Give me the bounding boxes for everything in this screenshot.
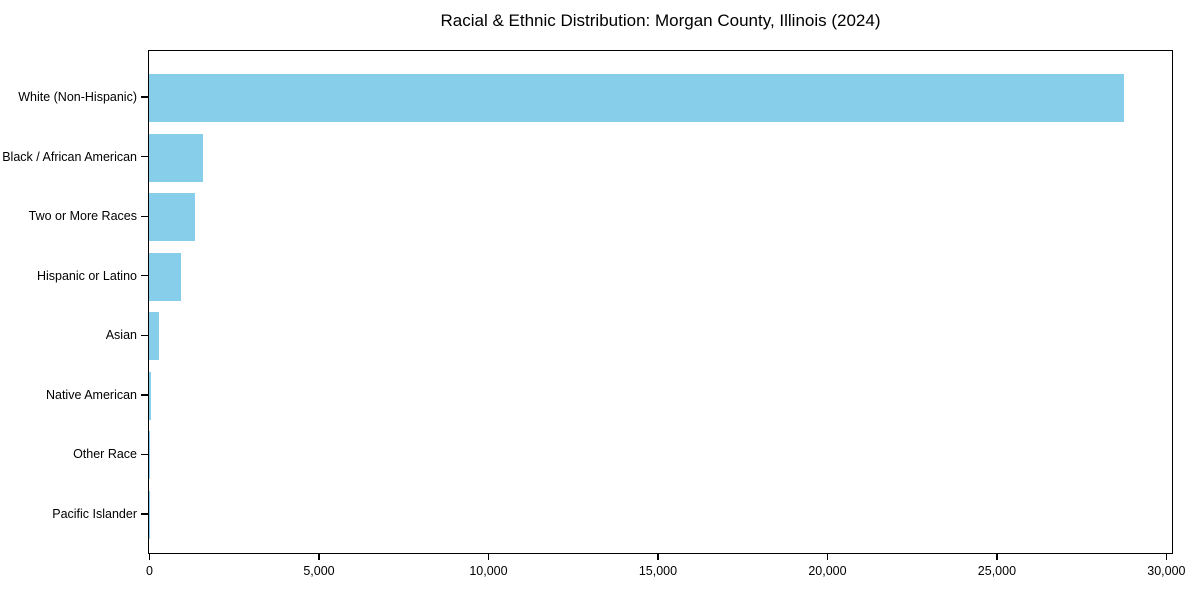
- y-tick-mark: [141, 96, 148, 98]
- y-tick-label-white-non-hispanic: White (Non-Hispanic): [18, 90, 137, 104]
- x-tick-label-0: 0: [146, 564, 153, 578]
- x-tick-mark: [996, 554, 998, 560]
- y-tick-mark: [141, 215, 148, 217]
- bar-asian: [149, 312, 159, 361]
- chart-title: Racial & Ethnic Distribution: Morgan Cou…: [440, 11, 881, 30]
- y-tick-mark: [141, 155, 148, 158]
- x-tick-label-25-000: 25,000: [977, 564, 1017, 578]
- x-tick-mark: [318, 554, 320, 560]
- bar-white-non-hispanic: [149, 74, 1124, 122]
- y-tick-label-hispanic-or-latino: Hispanic or Latino: [36, 268, 137, 283]
- bar-native-american: [149, 371, 152, 420]
- x-tick-label-10-000: 10,000: [469, 564, 508, 578]
- x-tick-label-15-000: 15,000: [638, 564, 678, 578]
- x-tick-label-20-000: 20,000: [808, 564, 847, 578]
- y-tick-mark: [141, 334, 148, 336]
- y-tick-label-pacific-islander: Pacific Islander: [52, 506, 137, 521]
- x-tick-label-30-000: 30,000: [1147, 564, 1186, 578]
- plot-area: [148, 50, 1173, 554]
- y-tick-label-other-race: Other Race: [73, 447, 137, 462]
- x-tick-mark: [826, 554, 829, 560]
- y-tick-label-black-african-american: Black / African American: [2, 149, 137, 164]
- y-tick-label-native-american: Native American: [45, 387, 137, 402]
- y-tick-label-two-or-more-races: Two or More Races: [28, 209, 137, 224]
- x-tick-mark: [1165, 554, 1168, 560]
- bar-black-african-american: [149, 133, 203, 182]
- bar-hispanic-or-latino: [149, 252, 182, 301]
- x-tick-label-5-000: 5,000: [303, 564, 335, 578]
- y-tick-mark: [141, 453, 148, 456]
- y-tick-mark: [141, 513, 148, 515]
- y-tick-mark: [141, 394, 148, 396]
- y-tick-label-asian: Asian: [105, 328, 137, 343]
- x-tick-mark: [487, 554, 490, 560]
- x-tick-mark: [148, 554, 151, 560]
- bar-two-or-more-races: [149, 193, 196, 242]
- x-tick-mark: [657, 554, 659, 560]
- y-tick-mark: [141, 275, 148, 277]
